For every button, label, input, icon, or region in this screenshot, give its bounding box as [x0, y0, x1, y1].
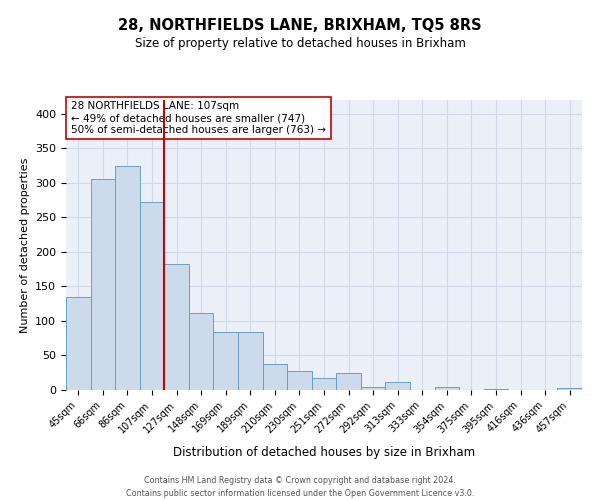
Text: Contains HM Land Registry data © Crown copyright and database right 2024.
Contai: Contains HM Land Registry data © Crown c… — [126, 476, 474, 498]
Bar — [287, 372, 312, 390]
Text: 28, NORTHFIELDS LANE, BRIXHAM, TQ5 8RS: 28, NORTHFIELDS LANE, BRIXHAM, TQ5 8RS — [118, 18, 482, 32]
Bar — [140, 202, 164, 390]
Bar — [189, 312, 214, 390]
Y-axis label: Number of detached properties: Number of detached properties — [20, 158, 29, 332]
Bar — [238, 332, 263, 390]
Bar — [164, 264, 189, 390]
Bar — [115, 166, 140, 390]
Bar — [336, 372, 361, 390]
Text: Size of property relative to detached houses in Brixham: Size of property relative to detached ho… — [134, 38, 466, 51]
Bar — [263, 364, 287, 390]
Bar — [434, 386, 459, 390]
Text: 28 NORTHFIELDS LANE: 107sqm
← 49% of detached houses are smaller (747)
50% of se: 28 NORTHFIELDS LANE: 107sqm ← 49% of det… — [71, 102, 326, 134]
Bar — [557, 388, 582, 390]
Bar — [361, 386, 385, 390]
Bar — [214, 332, 238, 390]
Bar — [66, 297, 91, 390]
X-axis label: Distribution of detached houses by size in Brixham: Distribution of detached houses by size … — [173, 446, 475, 459]
Bar — [91, 180, 115, 390]
Bar — [484, 388, 508, 390]
Bar — [312, 378, 336, 390]
Bar — [385, 382, 410, 390]
